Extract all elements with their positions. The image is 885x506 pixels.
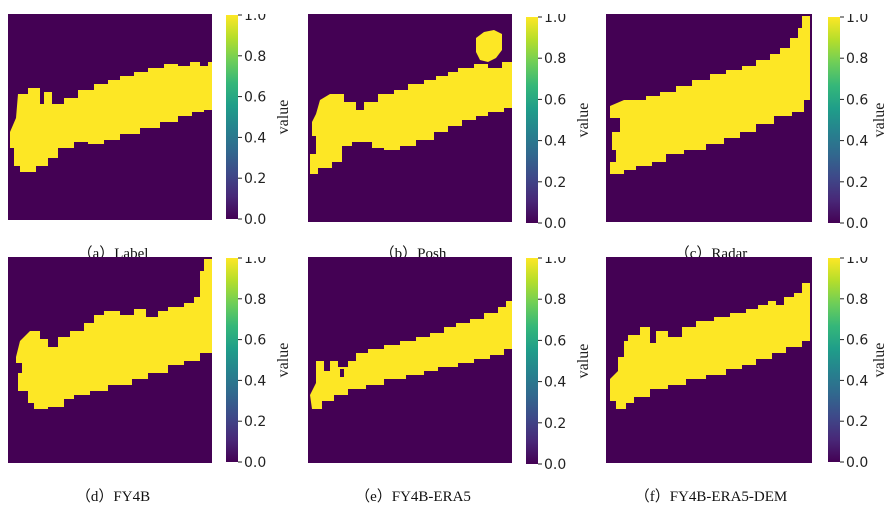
colorbar-f-tick-label: 0.2	[846, 414, 868, 430]
caption-e: （e）FY4B-ERA5	[355, 489, 471, 505]
heatmap-f-mask	[610, 283, 810, 409]
heatmap-b-blob	[476, 30, 502, 62]
colorbar-e-label: value	[575, 344, 592, 379]
colorbar-a-ticks: 0.0 0.2 0.4 0.6 0.8 1.0	[238, 14, 266, 228]
colorbar-a-tick-label: 0.8	[244, 49, 266, 65]
colorbar-b-tick-label: 0.8	[544, 51, 566, 67]
heatmap-c-mask	[610, 16, 810, 174]
colorbar-c-tick-label: 0.8	[846, 51, 868, 67]
colorbar-d-tick-label: 0.8	[244, 292, 266, 308]
colorbar-d-label: value	[275, 343, 292, 378]
colorbar-c-tick-label: 0.6	[846, 92, 868, 108]
heatmap-a-mask	[10, 62, 212, 172]
colorbar-d-tick-label: 0.0	[244, 455, 266, 471]
panel-a-svg: 0.0 0.2 0.4 0.6 0.8 1.0 value	[8, 14, 292, 228]
colorbar-a-label: value	[275, 100, 292, 135]
panel-d: 0.0 0.2 0.4 0.6 0.8 1.0 value （d）FY4B	[8, 257, 298, 505]
caption-d: （d）FY4B	[75, 489, 151, 505]
colorbar-b-label: value	[575, 103, 592, 138]
colorbar-b-tick-label: 0.2	[544, 175, 566, 191]
colorbar-e-tick-label: 0.0	[544, 457, 566, 473]
colorbar-d	[226, 258, 238, 462]
colorbar-a-tick-label: 0.6	[244, 90, 266, 106]
colorbar-b	[526, 17, 538, 223]
colorbar-b-tick-label: 0.0	[544, 216, 566, 232]
colorbar-b-tick-label: 0.4	[544, 134, 566, 150]
panel-c: 0.0 0.2 0.4 0.6 0.8 1.0 value （c）Radar	[606, 14, 885, 262]
heatmap-d-mask	[16, 259, 212, 409]
colorbar-e	[526, 258, 538, 464]
panel-d-svg: 0.0 0.2 0.4 0.6 0.8 1.0 value	[8, 257, 292, 471]
colorbar-b-tick-label: 1.0	[544, 14, 566, 26]
colorbar-b-ticks: 0.0 0.2 0.4 0.6 0.8 1.0	[538, 14, 566, 232]
colorbar-c-ticks: 0.0 0.2 0.4 0.6 0.8 1.0	[840, 14, 868, 232]
panel-b: 0.0 0.2 0.4 0.6 0.8 1.0 value （b）Posh	[308, 14, 598, 262]
panel-e: 0.0 0.2 0.4 0.6 0.8 1.0 value （e）FY4B-ERA5	[308, 257, 598, 505]
panel-b-svg: 0.0 0.2 0.4 0.6 0.8 1.0 value	[308, 14, 592, 232]
colorbar-f-tick-label: 0.8	[846, 292, 868, 308]
colorbar-d-tick-label: 0.4	[244, 373, 266, 389]
colorbar-a-tick-label: 0.4	[244, 130, 266, 146]
colorbar-f-tick-label: 0.0	[846, 455, 868, 471]
colorbar-a-tick-label: 0.2	[244, 171, 266, 187]
colorbar-f-label: value	[871, 343, 885, 378]
colorbar-d-tick-label: 1.0	[244, 257, 266, 267]
colorbar-c-tick-label: 0.2	[846, 175, 868, 191]
colorbar-d-ticks: 0.0 0.2 0.4 0.6 0.8 1.0	[238, 257, 266, 471]
colorbar-c-tick-label: 0.4	[846, 134, 868, 150]
colorbar-e-tick-label: 0.2	[544, 416, 566, 432]
panel-a: 0.0 0.2 0.4 0.6 0.8 1.0 value （a）Label	[8, 14, 298, 262]
colorbar-c-label: value	[871, 103, 885, 138]
colorbar-e-ticks: 0.0 0.2 0.4 0.6 0.8 1.0	[538, 257, 566, 473]
panel-e-svg: 0.0 0.2 0.4 0.6 0.8 1.0 value	[308, 257, 592, 473]
colorbar-e-tick-label: 0.6	[544, 333, 566, 349]
colorbar-c-tick-label: 1.0	[846, 14, 868, 26]
colorbar-d-tick-label: 0.2	[244, 414, 266, 430]
colorbar-b-tick-label: 0.6	[544, 92, 566, 108]
colorbar-a-tick-label: 1.0	[244, 14, 266, 24]
colorbar-c-tick-label: 0.0	[846, 216, 868, 232]
colorbar-f-tick-label: 0.4	[846, 373, 868, 389]
colorbar-c	[828, 17, 840, 223]
colorbar-f-tick-label: 0.6	[846, 333, 868, 349]
colorbar-d-tick-label: 0.6	[244, 333, 266, 349]
caption-f: （f）FY4B-ERA5-DEM	[634, 489, 788, 505]
colorbar-e-tick-label: 0.8	[544, 292, 566, 308]
colorbar-a	[226, 15, 238, 219]
colorbar-f-tick-label: 1.0	[846, 257, 868, 267]
heatmap-e-mask	[310, 301, 512, 409]
colorbar-e-tick-label: 0.4	[544, 375, 566, 391]
heatmap-b-mask	[310, 62, 512, 174]
heatmap-e-notch	[340, 369, 344, 377]
colorbar-f	[828, 258, 840, 462]
colorbar-f-ticks: 0.0 0.2 0.4 0.6 0.8 1.0	[840, 257, 868, 471]
colorbar-e-tick-label: 1.0	[544, 257, 566, 267]
panel-f-svg: 0.0 0.2 0.4 0.6 0.8 1.0 value	[606, 257, 885, 471]
panel-c-svg: 0.0 0.2 0.4 0.6 0.8 1.0 value	[606, 14, 885, 232]
colorbar-a-tick-label: 0.0	[244, 212, 266, 228]
panel-f: 0.0 0.2 0.4 0.6 0.8 1.0 value （f）FY4B-ERA5-DE…	[606, 257, 885, 505]
